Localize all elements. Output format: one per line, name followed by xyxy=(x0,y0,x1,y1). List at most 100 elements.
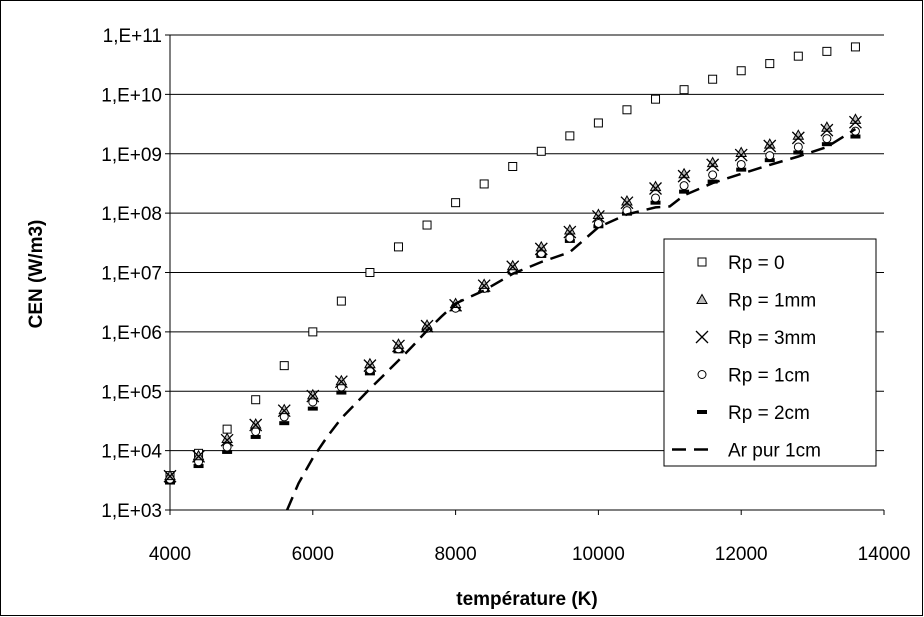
data-point xyxy=(679,181,689,191)
data-point xyxy=(620,196,634,210)
y-tick-label: 1,E+05 xyxy=(101,382,162,403)
data-point xyxy=(764,158,775,163)
data-point xyxy=(651,94,661,104)
legend-box xyxy=(663,238,877,467)
data-point xyxy=(534,242,548,256)
data-point xyxy=(536,146,546,156)
data-point xyxy=(765,151,775,161)
data-point xyxy=(336,390,347,395)
data-point xyxy=(708,170,718,180)
data-point xyxy=(820,123,834,137)
data-point xyxy=(307,406,318,411)
data-point xyxy=(451,198,461,208)
data-point xyxy=(277,404,291,418)
x-tick-label: 6000 xyxy=(292,544,334,565)
y-axis-title: CEN (W/m3) xyxy=(26,220,47,329)
data-point xyxy=(677,169,691,183)
data-point xyxy=(791,131,805,145)
data-point xyxy=(708,74,718,84)
legend-item: Rp = 1mm xyxy=(696,291,816,312)
y-tick-label: 1,E+08 xyxy=(101,204,162,225)
data-point xyxy=(793,51,803,61)
data-point xyxy=(736,167,747,172)
data-point xyxy=(593,218,603,228)
data-point xyxy=(192,449,206,463)
legend-swatch xyxy=(696,293,708,304)
legend-item: Rp = 2cm xyxy=(697,403,810,424)
ticks xyxy=(165,34,885,515)
legend: Rp = 0 Rp = 1mm Rp = 3mm Rp = 1cm Rp = 2cm Ar… xyxy=(663,238,877,467)
data-point xyxy=(679,189,690,194)
data-point xyxy=(363,359,377,373)
data-point xyxy=(393,242,403,252)
series-rp-0 xyxy=(165,42,860,481)
y-tick-label: 1,E+10 xyxy=(101,85,162,106)
y-tick-labels: 1,E+03 1,E+04 1,E+05 1,E+06 1,E+07 1,E+08 1,E+… xyxy=(101,26,162,522)
data-point xyxy=(508,161,518,171)
data-point xyxy=(622,105,632,115)
series-rp-1cm xyxy=(165,126,860,484)
legend-item: Rp = 0 xyxy=(697,253,785,274)
legend-label: Rp = 1cm xyxy=(728,366,810,387)
x-axis-title: température (K) xyxy=(456,589,597,610)
data-point xyxy=(421,319,433,330)
x-tick-label: 8000 xyxy=(434,544,476,565)
data-point xyxy=(220,433,234,447)
data-point xyxy=(192,449,205,461)
data-point xyxy=(163,469,177,483)
data-point xyxy=(850,134,861,139)
data-point xyxy=(392,339,405,353)
data-point xyxy=(763,139,777,153)
series-line xyxy=(285,128,857,511)
data-point xyxy=(821,121,833,132)
data-point xyxy=(736,66,746,76)
legend-label: Rp = 2cm xyxy=(728,403,810,424)
data-point xyxy=(278,403,291,415)
data-point xyxy=(365,268,375,277)
data-point xyxy=(249,418,262,429)
legend-swatch xyxy=(697,370,707,379)
series-layer xyxy=(163,42,862,511)
data-point xyxy=(706,158,720,172)
data-point xyxy=(164,469,176,481)
data-point xyxy=(593,118,603,128)
legend-item: Rp = 1cm xyxy=(697,366,810,387)
data-point xyxy=(335,374,348,386)
data-point xyxy=(679,85,689,95)
data-point xyxy=(249,418,263,432)
legend-swatch xyxy=(695,330,709,344)
data-point xyxy=(793,150,804,155)
legend-item: Ar pur 1cm xyxy=(672,441,821,462)
data-point xyxy=(707,179,718,184)
data-point xyxy=(848,115,862,129)
data-point xyxy=(250,434,261,439)
legend-label: Rp = 1mm xyxy=(728,291,816,312)
y-tick-label: 1,E+06 xyxy=(101,323,162,344)
data-point xyxy=(734,148,748,162)
series-rp-3mm xyxy=(163,115,862,483)
data-point xyxy=(506,260,520,274)
data-point xyxy=(222,449,233,454)
data-point xyxy=(736,159,746,169)
data-point xyxy=(621,194,633,206)
legend-item: Rp = 3mm xyxy=(695,328,816,349)
y-tick-label: 1,E+04 xyxy=(101,442,162,463)
legend-swatch xyxy=(697,257,707,267)
data-point xyxy=(850,42,860,52)
data-point xyxy=(308,327,318,337)
y-tick-label: 1,E+07 xyxy=(101,264,162,285)
data-point xyxy=(222,424,232,434)
data-point xyxy=(422,220,432,230)
legend-items: Rp = 0 Rp = 1mm Rp = 3mm Rp = 1cm Rp = 2cm Ar… xyxy=(672,253,821,462)
data-point xyxy=(822,134,832,144)
data-point xyxy=(279,361,289,371)
data-point xyxy=(506,259,519,271)
data-point xyxy=(478,278,491,289)
data-point xyxy=(821,142,832,147)
data-point xyxy=(563,225,577,239)
y-tick-label: 1,E+11 xyxy=(103,26,162,47)
data-point xyxy=(222,442,232,452)
data-point xyxy=(651,193,661,203)
